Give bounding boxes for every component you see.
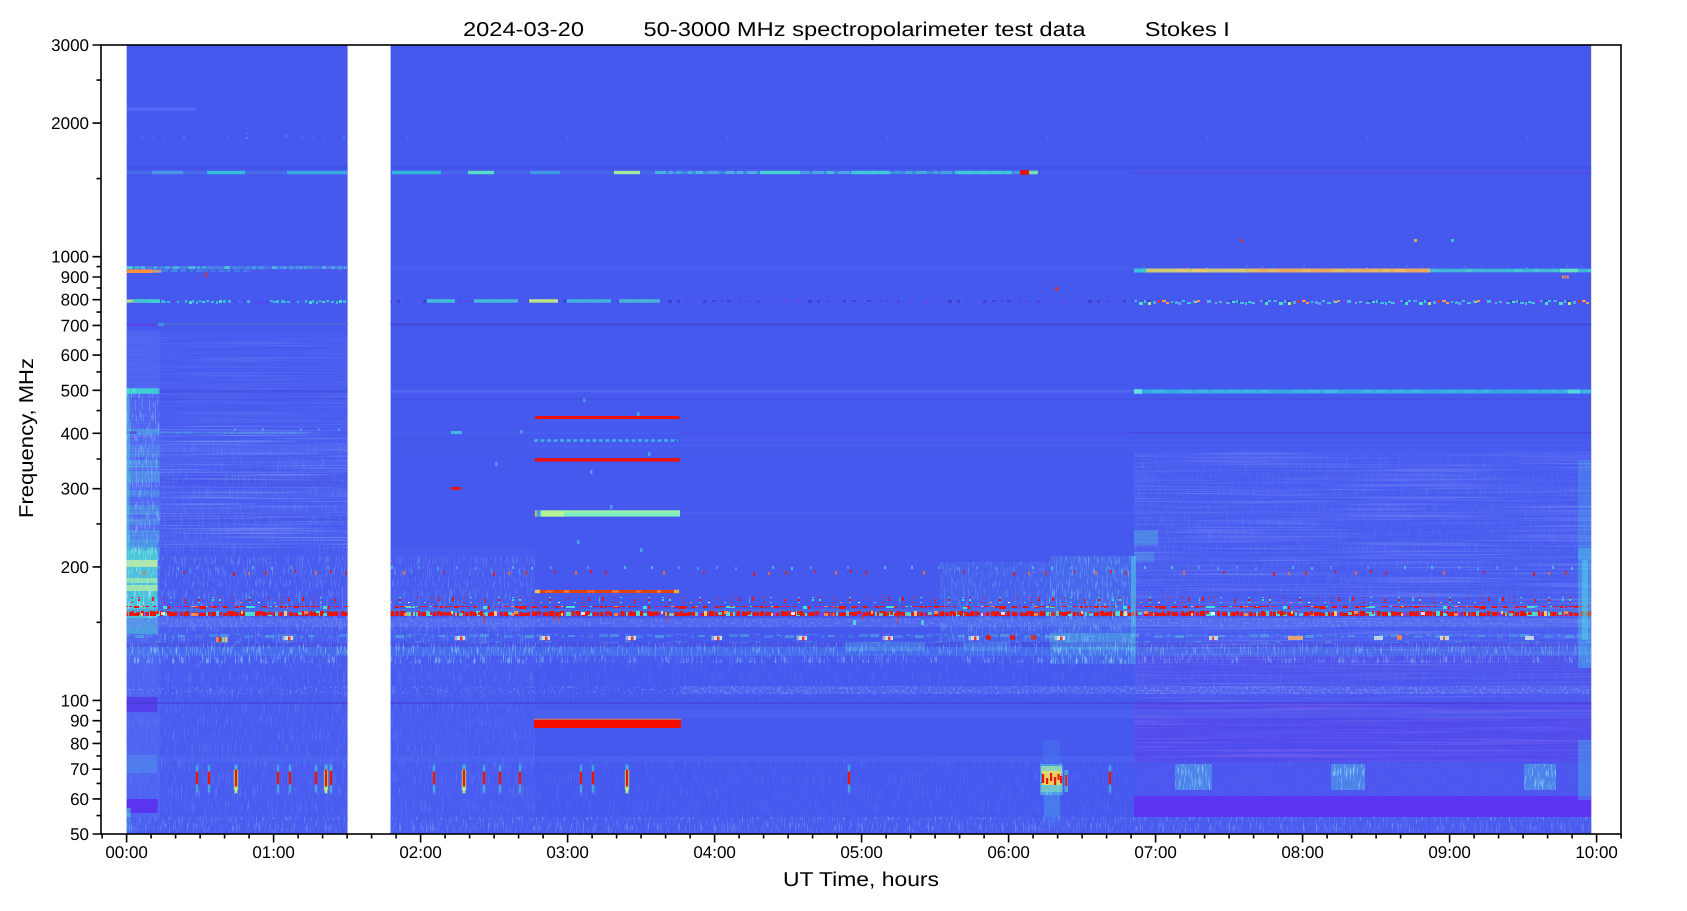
svg-text:300: 300 — [61, 480, 89, 499]
svg-text:3000: 3000 — [51, 36, 89, 55]
svg-text:500: 500 — [61, 381, 89, 400]
svg-text:1000: 1000 — [51, 248, 89, 267]
svg-text:50-3000 MHz spectropolarimeter: 50-3000 MHz spectropolarimeter test data — [644, 19, 1087, 41]
svg-text:400: 400 — [61, 424, 89, 443]
svg-text:05:00: 05:00 — [840, 843, 883, 862]
svg-text:2000: 2000 — [51, 114, 89, 133]
svg-text:02:00: 02:00 — [399, 843, 442, 862]
svg-text:06:00: 06:00 — [987, 843, 1030, 862]
svg-text:08:00: 08:00 — [1281, 843, 1324, 862]
svg-text:01:00: 01:00 — [252, 843, 295, 862]
svg-text:100: 100 — [61, 691, 89, 710]
svg-text:60: 60 — [70, 790, 89, 809]
svg-text:10:00: 10:00 — [1575, 843, 1618, 862]
svg-text:2024-03-20: 2024-03-20 — [463, 19, 584, 41]
svg-text:00:00: 00:00 — [105, 843, 148, 862]
svg-text:UT Time, hours: UT Time, hours — [783, 869, 939, 891]
svg-text:Frequency, MHz: Frequency, MHz — [16, 358, 38, 518]
svg-text:09:00: 09:00 — [1428, 843, 1471, 862]
svg-text:03:00: 03:00 — [546, 843, 589, 862]
svg-text:04:00: 04:00 — [693, 843, 736, 862]
svg-text:50: 50 — [70, 825, 89, 844]
svg-text:90: 90 — [70, 712, 89, 731]
svg-text:80: 80 — [70, 734, 89, 753]
svg-text:Stokes I: Stokes I — [1145, 19, 1230, 41]
svg-text:700: 700 — [61, 316, 89, 335]
svg-text:200: 200 — [61, 558, 89, 577]
svg-text:07:00: 07:00 — [1134, 843, 1177, 862]
svg-text:800: 800 — [61, 291, 89, 310]
svg-text:900: 900 — [61, 268, 89, 287]
svg-text:600: 600 — [61, 346, 89, 365]
svg-text:70: 70 — [70, 760, 89, 779]
